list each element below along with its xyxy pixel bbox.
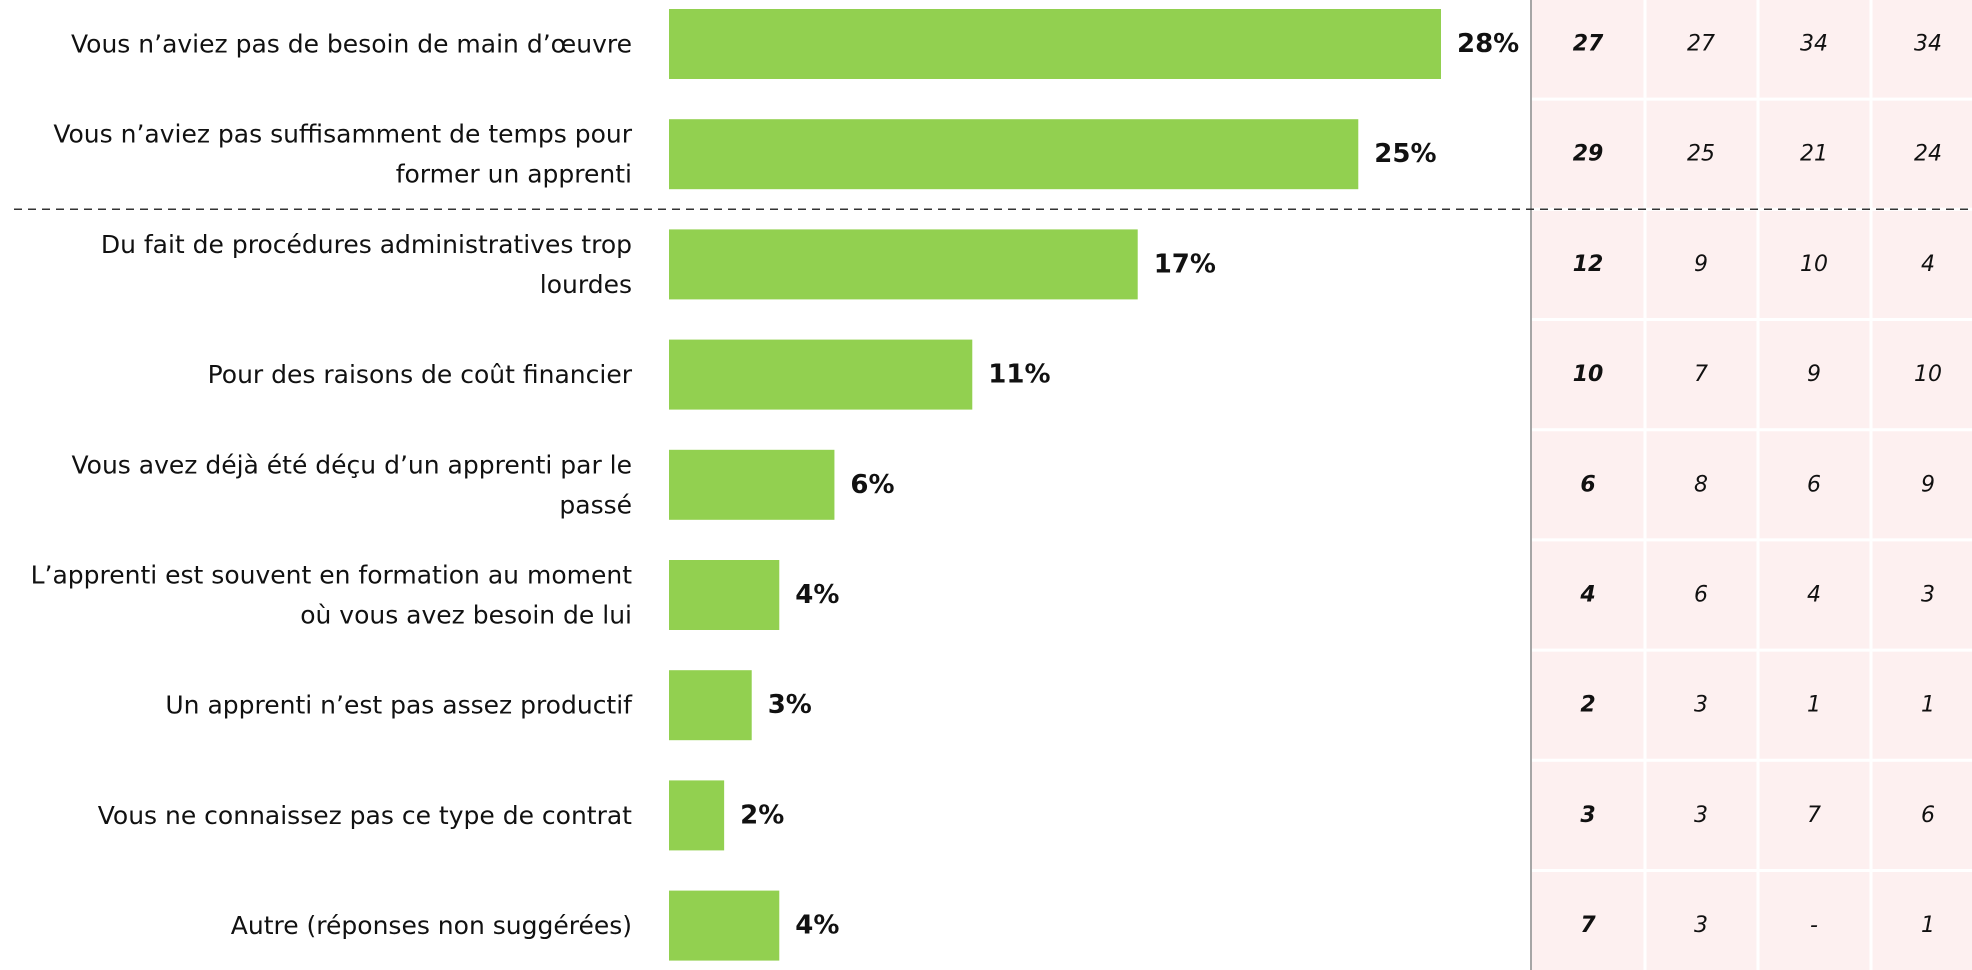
table-cell: 6 xyxy=(1921,803,1935,828)
table-cell: 27 xyxy=(1687,32,1715,57)
table-cell: 1 xyxy=(1921,693,1935,718)
bar xyxy=(669,670,752,741)
table-cell: 34 xyxy=(1800,32,1828,57)
table-cell: 6 xyxy=(1580,472,1595,497)
category-label: où vous avez besoin de lui xyxy=(300,601,632,630)
table-cell: 29 xyxy=(1573,142,1604,167)
table-cell: 6 xyxy=(1694,583,1708,608)
table-cell: 12 xyxy=(1573,252,1604,277)
table-cell: 6 xyxy=(1807,472,1821,497)
table-cell: 1 xyxy=(1921,913,1935,938)
category-label: Vous ne connaissez pas ce type de contra… xyxy=(98,801,632,830)
category-label: passé xyxy=(559,490,632,519)
table-cell: 10 xyxy=(1573,362,1604,387)
table-cell: 4 xyxy=(1921,252,1935,277)
table-cell: 7 xyxy=(1807,803,1821,828)
value-label: 3% xyxy=(768,690,812,720)
table-cell: 3 xyxy=(1694,803,1708,828)
category-label: Vous n’aviez pas de besoin de main d’œuv… xyxy=(71,30,632,59)
bar xyxy=(669,890,780,961)
bar xyxy=(669,9,1441,79)
bar xyxy=(669,119,1359,190)
bar xyxy=(669,339,973,410)
bar xyxy=(669,560,780,630)
category-label: Pour des raisons de coût financier xyxy=(208,360,633,389)
table-cell: - xyxy=(1810,913,1818,938)
table-cell: 3 xyxy=(1694,913,1708,938)
value-label: 4% xyxy=(795,911,839,941)
category-label: Du fait de procédures administratives tr… xyxy=(101,230,632,259)
table-cell: 7 xyxy=(1694,362,1708,387)
category-label: former un apprenti xyxy=(396,160,632,189)
table-cell: 10 xyxy=(1800,252,1828,277)
category-label: lourdes xyxy=(540,270,632,299)
table-cell: 9 xyxy=(1694,252,1708,277)
table-cell: 4 xyxy=(1807,583,1821,608)
category-label: Vous n’aviez pas suffisamment de temps p… xyxy=(53,120,632,149)
category-label: Un apprenti n’est pas assez productif xyxy=(165,691,633,720)
bar xyxy=(669,449,835,520)
bar xyxy=(669,229,1138,300)
table-cell: 27 xyxy=(1573,32,1604,57)
bar xyxy=(669,780,725,851)
table-cell: 3 xyxy=(1694,693,1708,718)
table-cell: 9 xyxy=(1921,472,1935,497)
table-cell: 9 xyxy=(1807,362,1821,387)
table-cell: 7 xyxy=(1580,913,1596,938)
table-background xyxy=(1531,0,1972,970)
category-label: L’apprenti est souvent en formation au m… xyxy=(31,561,633,590)
table-cell: 25 xyxy=(1687,142,1715,167)
value-label: 4% xyxy=(795,580,839,610)
table-cell: 10 xyxy=(1914,362,1942,387)
category-label: Autre (réponses non suggérées) xyxy=(231,911,632,940)
table-cell: 34 xyxy=(1914,32,1942,57)
table-cell: 8 xyxy=(1694,472,1708,497)
table-cell: 24 xyxy=(1914,142,1942,167)
value-label: 17% xyxy=(1154,249,1216,279)
table-cell: 1 xyxy=(1807,693,1821,718)
value-label: 6% xyxy=(850,470,894,500)
table-cell: 3 xyxy=(1580,803,1595,828)
value-label: 2% xyxy=(740,800,784,830)
category-label: Vous avez déjà été déçu d’un apprenti pa… xyxy=(72,450,633,479)
table-cell: 3 xyxy=(1921,583,1935,608)
value-label: 11% xyxy=(988,360,1050,390)
value-label: 28% xyxy=(1457,29,1519,59)
table-cell: 4 xyxy=(1579,583,1595,608)
table-cell: 21 xyxy=(1800,142,1828,167)
table-cell: 2 xyxy=(1580,693,1595,718)
value-label: 25% xyxy=(1374,139,1436,169)
